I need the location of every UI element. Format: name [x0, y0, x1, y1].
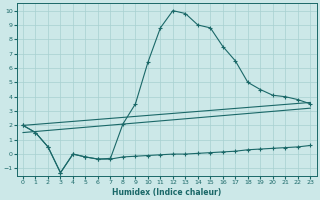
X-axis label: Humidex (Indice chaleur): Humidex (Indice chaleur) — [112, 188, 221, 197]
